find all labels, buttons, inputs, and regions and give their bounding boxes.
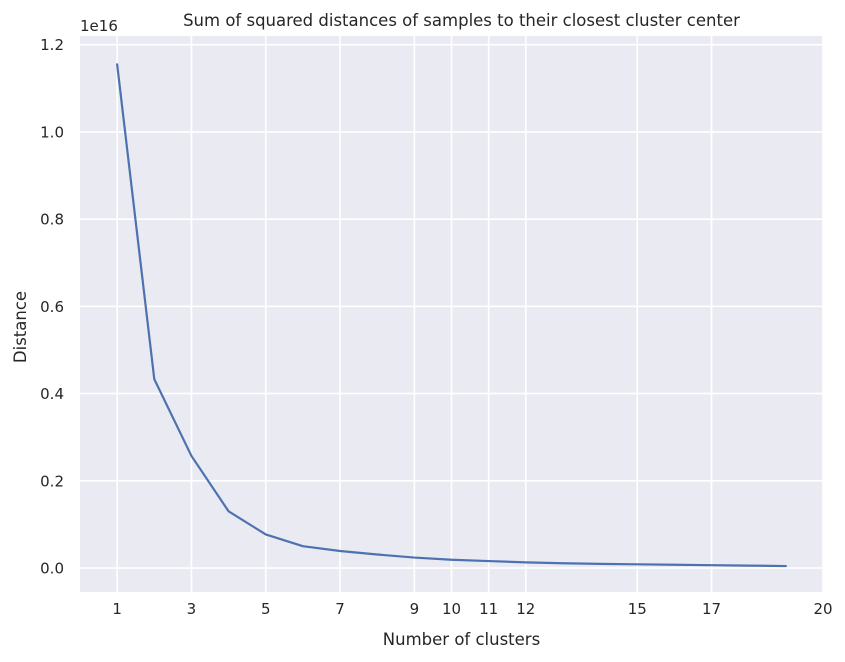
series-line (116, 63, 787, 568)
y-tick-label: 0.2 (40, 472, 64, 490)
x-tick-label: 5 (261, 600, 271, 618)
x-tick-label: 15 (628, 600, 647, 618)
y-tick-label: 0.0 (40, 560, 64, 578)
series-layer (116, 63, 787, 568)
x-tick-label: 7 (335, 600, 345, 618)
x-tick-label: 1 (112, 600, 122, 618)
x-tick-label: 3 (187, 600, 197, 618)
x-tick-label: 12 (516, 600, 535, 618)
x-tick-label: 11 (479, 600, 498, 618)
x-tick-label: 9 (410, 600, 420, 618)
chart-title: Sum of squared distances of samples to t… (183, 11, 740, 30)
tick-labels: 1 3 5 7 9 10 11 12 15 17 20 0.0 0.2 0.4 0.6 0.8 1.0 1.2 (40, 36, 832, 618)
y-axis-label: Distance (11, 291, 30, 363)
x-tick-label: 17 (702, 600, 721, 618)
y-tick-label: 1.2 (40, 36, 64, 54)
y-tick-label: 0.6 (40, 298, 64, 316)
y-tick-label: 0.8 (40, 211, 64, 229)
y-tick-label: 0.4 (40, 385, 64, 403)
x-tick-label: 10 (442, 600, 461, 618)
x-axis-label: Number of clusters (383, 630, 540, 649)
y-tick-label: 1.0 (40, 123, 64, 141)
y-axis-offset-label: 1e16 (80, 17, 118, 35)
grid (80, 36, 824, 592)
x-tick-label: 20 (813, 600, 832, 618)
